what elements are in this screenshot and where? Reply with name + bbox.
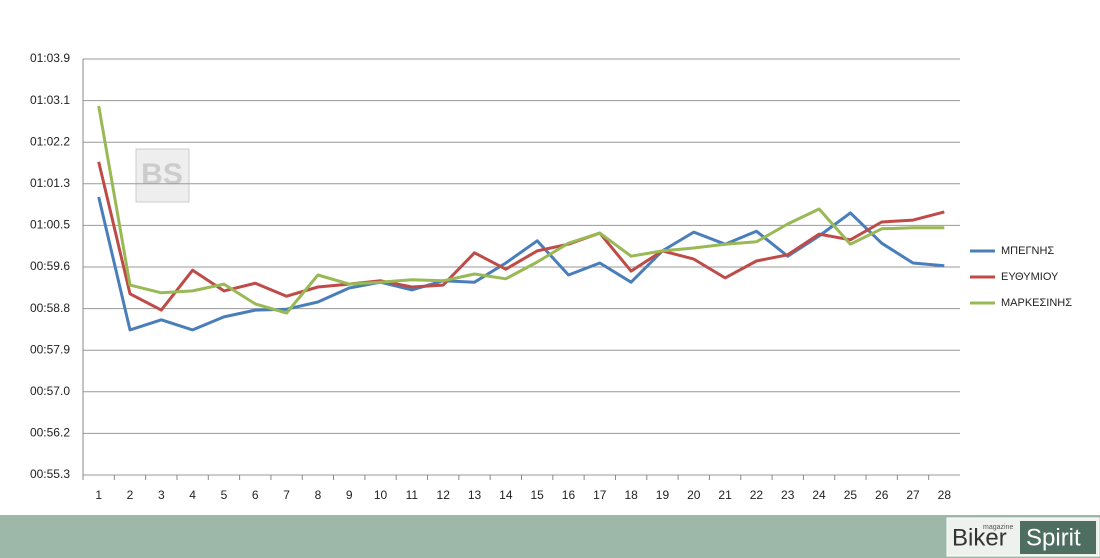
y-tick-label: 00:58.8 <box>30 301 70 315</box>
x-tick-label: 25 <box>844 488 858 502</box>
x-tick-label: 7 <box>283 488 290 502</box>
y-tick-label: 01:02.2 <box>30 134 70 148</box>
line-series <box>97 196 945 332</box>
y-tick-label: 01:03.1 <box>30 93 70 107</box>
watermark: BS <box>141 158 183 191</box>
y-tick-label: 00:57.9 <box>30 342 70 356</box>
legend-label: ΜΑΡΚΕΣΙΝΗΣ <box>1001 297 1072 309</box>
x-tick-label: 11 <box>406 488 419 502</box>
x-tick-label: 20 <box>687 488 701 502</box>
x-tick-label: 26 <box>875 488 889 502</box>
logo-right: Spirit <box>1026 524 1081 551</box>
y-tick-label: 01:01.3 <box>30 176 70 190</box>
footer-band <box>0 515 1100 558</box>
x-tick-label: 21 <box>718 488 732 502</box>
x-tick-label: 9 <box>346 488 353 502</box>
y-tick-label: 01:00.5 <box>30 218 70 232</box>
x-tick-label: 19 <box>656 488 670 502</box>
x-tick-label: 10 <box>374 488 388 502</box>
x-tick-label: 5 <box>221 488 228 502</box>
x-tick-label: 18 <box>624 488 638 502</box>
x-tick-label: 16 <box>562 488 576 502</box>
x-tick-label: 4 <box>189 488 196 502</box>
x-tick-label: 13 <box>468 488 482 502</box>
x-tick-label: 2 <box>127 488 134 502</box>
x-tick-label: 6 <box>252 488 259 502</box>
x-tick-label: 17 <box>593 488 607 502</box>
x-tick-label: 24 <box>812 488 826 502</box>
y-tick-label: 00:56.2 <box>30 426 70 440</box>
x-tick-label: 15 <box>530 488 544 502</box>
x-tick-label: 8 <box>315 488 322 502</box>
y-tick-label: 01:03.9 <box>30 51 70 65</box>
y-tick-label: 00:55.3 <box>30 467 70 481</box>
x-tick-label: 22 <box>750 488 764 502</box>
x-tick-label: 23 <box>781 488 795 502</box>
line-series <box>97 161 945 312</box>
logo-tagline: magazine <box>983 524 1013 531</box>
x-tick-label: 3 <box>158 488 165 502</box>
y-tick-label: 00:57.0 <box>30 384 70 398</box>
logo-right-box <box>1020 521 1096 554</box>
y-tick-label: 00:59.6 <box>30 259 70 273</box>
logo-left: Biker <box>952 524 1007 551</box>
line-series <box>97 105 945 315</box>
legend-label: ΜΠΕΓΝΗΣ <box>1001 245 1054 257</box>
legend-label: ΕΥΘΥΜΙΟΥ <box>1001 271 1059 283</box>
x-tick-label: 27 <box>906 488 920 502</box>
x-tick-label: 14 <box>499 488 513 502</box>
x-tick-label: 12 <box>437 488 451 502</box>
x-tick-label: 1 <box>95 488 102 502</box>
x-tick-label: 28 <box>938 488 952 502</box>
watermark-box <box>135 148 190 203</box>
